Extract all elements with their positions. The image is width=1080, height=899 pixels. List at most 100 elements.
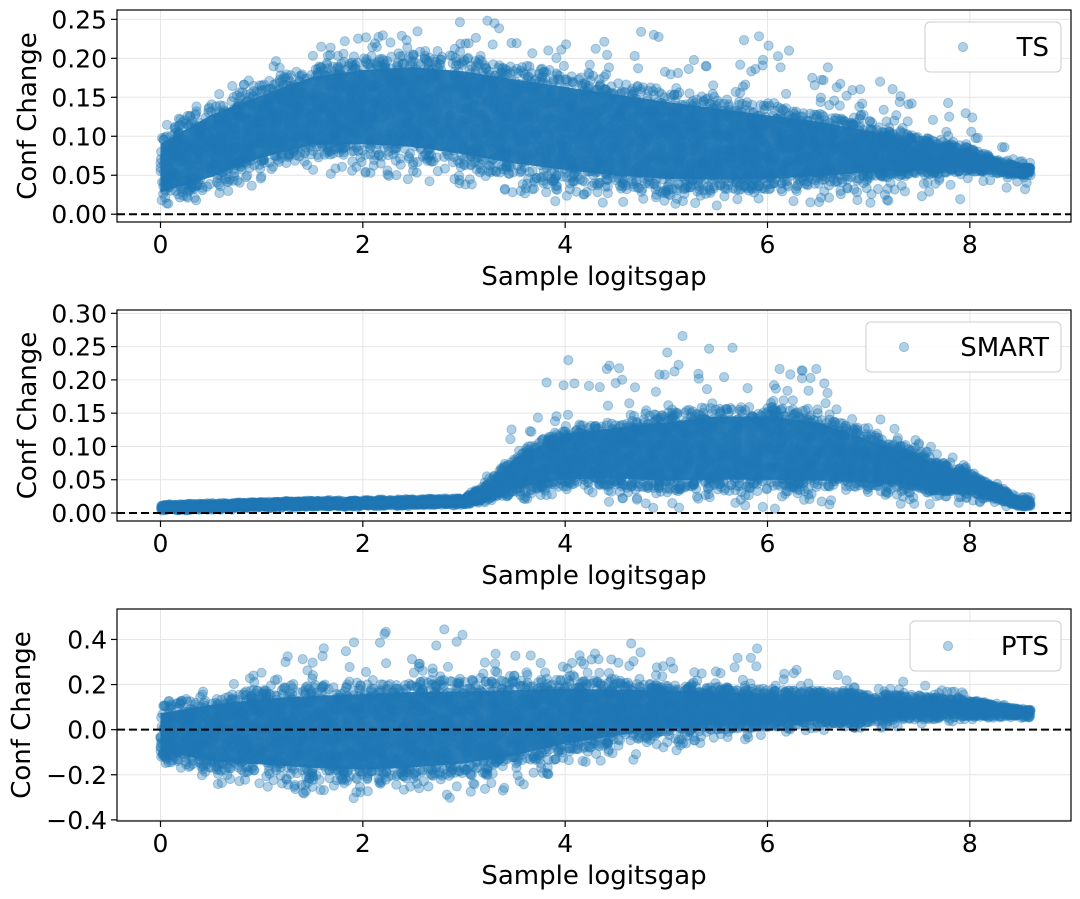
scatter-point bbox=[338, 48, 349, 59]
scatter-point bbox=[934, 174, 945, 186]
scatter-point bbox=[561, 39, 572, 50]
scatter-point bbox=[170, 123, 181, 134]
scatter-point bbox=[197, 182, 208, 193]
scatter-point bbox=[730, 86, 741, 98]
scatter-point bbox=[485, 160, 496, 171]
scatter-point bbox=[960, 108, 971, 119]
y-tick-label: 0.00 bbox=[51, 200, 107, 229]
scatter-point bbox=[1021, 166, 1033, 177]
scatter-point bbox=[783, 45, 795, 56]
scatter-point bbox=[360, 32, 372, 43]
scatter-point bbox=[316, 41, 327, 52]
scatter-point bbox=[734, 96, 745, 108]
scatter-point bbox=[733, 100, 745, 111]
legend: TS bbox=[924, 21, 1062, 73]
scatter-point bbox=[550, 196, 561, 207]
scatter-point bbox=[429, 54, 440, 65]
scatter-point bbox=[831, 82, 842, 93]
scatter-point bbox=[618, 196, 629, 207]
scatter-point bbox=[485, 167, 496, 178]
scatter-point bbox=[723, 179, 734, 191]
scatter-point bbox=[511, 38, 522, 49]
scatter-point bbox=[316, 62, 327, 73]
scatter-point bbox=[846, 117, 857, 129]
scatter-point bbox=[360, 149, 371, 160]
scatter-point bbox=[161, 198, 172, 209]
scatter-point bbox=[396, 30, 407, 41]
scatter-point bbox=[802, 180, 813, 191]
scatter-point bbox=[792, 181, 803, 192]
scatter-point bbox=[497, 62, 508, 74]
scatter-point bbox=[696, 91, 707, 102]
scatter-point bbox=[281, 157, 292, 169]
scatter-point bbox=[534, 68, 545, 79]
scatter-point bbox=[432, 46, 443, 57]
scatter-point bbox=[691, 94, 703, 105]
scatter-point bbox=[650, 184, 661, 195]
scatter-point bbox=[496, 67, 507, 78]
scatter-point bbox=[313, 63, 324, 74]
scatter-point bbox=[213, 179, 224, 190]
scatter-point bbox=[671, 183, 682, 194]
scatter-point bbox=[711, 200, 722, 211]
scatter-point bbox=[322, 50, 333, 61]
scatter-point bbox=[223, 185, 234, 197]
scatter-point bbox=[739, 182, 750, 193]
scatter-point bbox=[544, 65, 555, 76]
scatter-point bbox=[497, 164, 509, 175]
scatter-point bbox=[636, 26, 647, 37]
scatter-point bbox=[742, 183, 753, 194]
scatter-point bbox=[462, 53, 473, 64]
scatter-point bbox=[325, 149, 336, 160]
scatter-point bbox=[1017, 156, 1028, 167]
scatter-point bbox=[551, 52, 562, 64]
scatter-point bbox=[841, 90, 852, 101]
scatter-point bbox=[370, 58, 381, 69]
scatter-point bbox=[887, 84, 898, 95]
scatter-points-top bbox=[155, 15, 1036, 211]
scatter-point bbox=[515, 65, 526, 76]
scatter-point bbox=[688, 54, 700, 66]
scatter-point bbox=[720, 183, 731, 194]
scatter-point bbox=[423, 57, 434, 68]
scatter-point bbox=[814, 196, 825, 208]
scatter-point bbox=[708, 80, 719, 91]
scatter-point bbox=[633, 63, 644, 74]
scatter-point bbox=[764, 184, 775, 195]
scatter-point bbox=[962, 173, 973, 184]
scatter-point bbox=[621, 184, 632, 195]
scatter-point bbox=[589, 178, 600, 189]
x-tick-label: 0 bbox=[153, 230, 169, 259]
scatter-point bbox=[321, 147, 333, 158]
scatter-point bbox=[789, 108, 800, 119]
scatter-point bbox=[649, 178, 660, 189]
scatter-point bbox=[424, 150, 435, 161]
scatter-point bbox=[815, 92, 827, 103]
scatter-point bbox=[760, 101, 772, 112]
scatter-point bbox=[567, 76, 578, 87]
scatter-point bbox=[434, 58, 445, 70]
scatter-point bbox=[356, 156, 367, 168]
scatter-point bbox=[602, 188, 613, 199]
scatter-point bbox=[313, 152, 324, 163]
scatter-point bbox=[878, 104, 889, 115]
scatter-point bbox=[306, 149, 317, 160]
scatter-point bbox=[692, 186, 703, 197]
scatter-point bbox=[985, 175, 996, 186]
scatter-point bbox=[447, 157, 458, 168]
scatter-point bbox=[817, 109, 828, 121]
panel-middle: 0 2 4 6 80.000.050.100.150.200.250.30Sample … bbox=[13, 299, 1072, 591]
scatter-point bbox=[743, 185, 755, 196]
scatter-point bbox=[759, 104, 770, 115]
scatter-point bbox=[557, 171, 569, 182]
scatter-point bbox=[325, 145, 336, 156]
scatter-point bbox=[350, 59, 361, 71]
scatter-point bbox=[685, 182, 696, 193]
scatter-point bbox=[377, 53, 388, 65]
scatter-point bbox=[255, 163, 266, 174]
scatter-point bbox=[529, 176, 540, 187]
scatter-point bbox=[279, 71, 290, 82]
scatter-point bbox=[889, 115, 900, 126]
scatter-point bbox=[826, 113, 838, 124]
scatter-point bbox=[348, 61, 359, 72]
